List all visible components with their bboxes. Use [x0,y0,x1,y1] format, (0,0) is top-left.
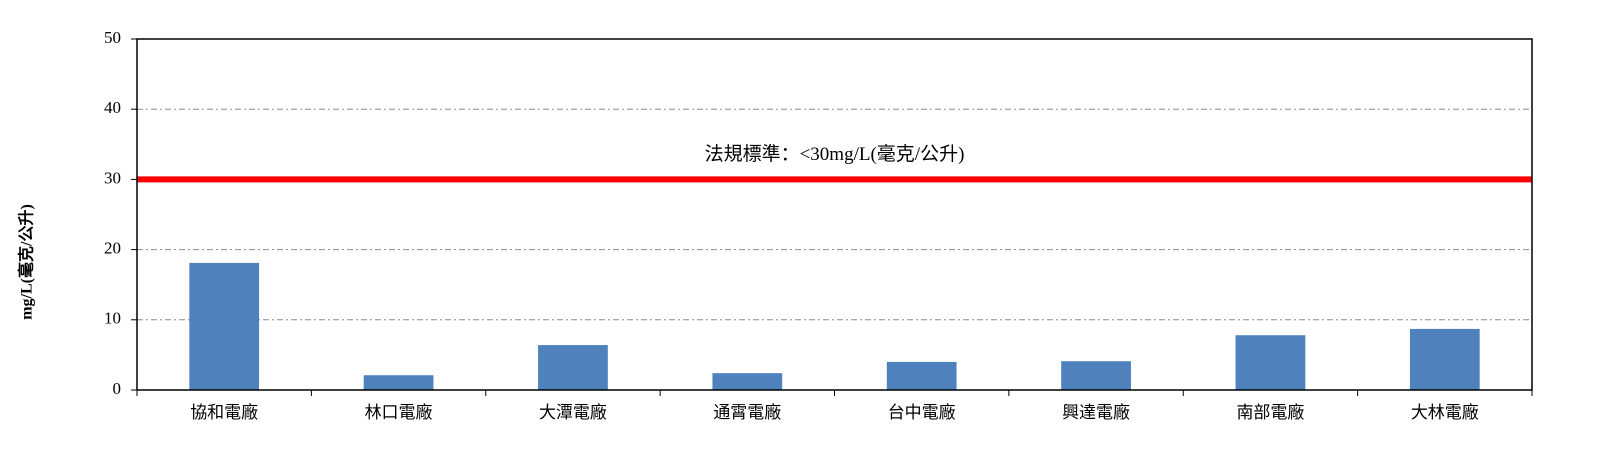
x-tick-label: 協和電廠 [190,402,258,422]
y-tick-label: 10 [104,309,121,328]
x-tick-label: 興達電廠 [1062,402,1130,422]
threshold-label: 法規標準：<30mg/L(毫克/公升) [705,143,965,165]
bar [1235,335,1306,390]
bar [886,361,957,390]
bar [189,262,260,390]
y-tick-label: 0 [113,379,122,398]
x-tick-label: 通霄電廠 [713,402,781,422]
x-tick-label: 大潭電廠 [539,402,607,422]
x-tick-label: 大林電廠 [1411,402,1479,422]
bar [712,373,783,390]
bar [1409,328,1480,390]
bar [363,375,434,390]
y-tick-label: 30 [104,168,121,187]
x-tick-label: 林口電廠 [365,402,433,422]
y-tick-label: 40 [104,98,121,117]
plot-frame [136,38,1533,391]
y-tick-label: 50 [104,28,121,47]
y-tick-label: 20 [104,239,121,258]
x-tick-label: 台中電廠 [888,402,956,422]
bar [538,345,608,390]
y-axis-label: mg/L(毫克/公升) [17,204,36,320]
bar [1061,361,1131,390]
x-tick-label: 南部電廠 [1236,402,1304,422]
